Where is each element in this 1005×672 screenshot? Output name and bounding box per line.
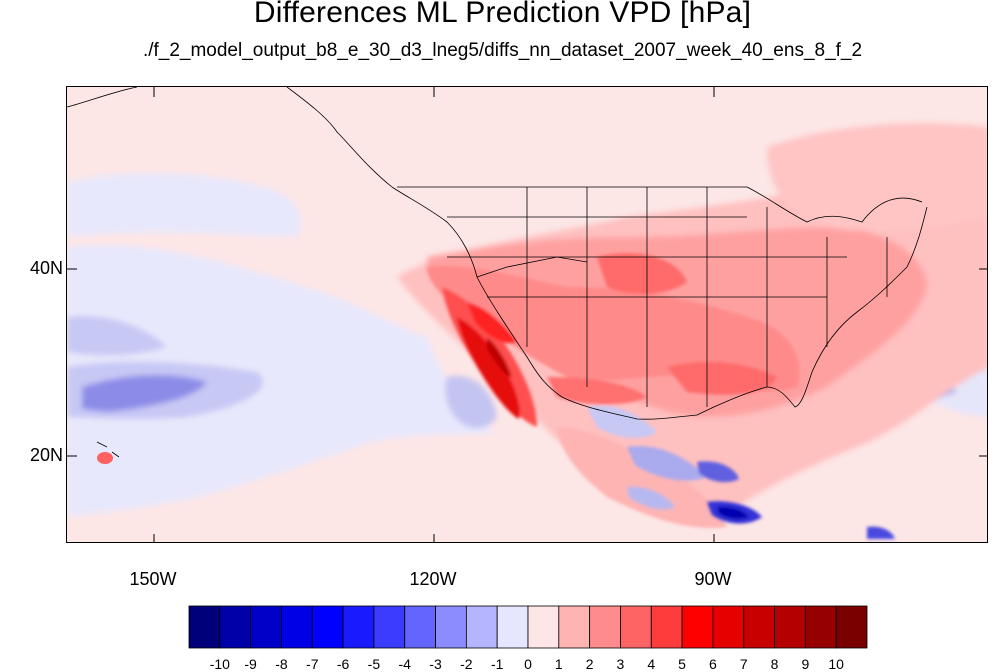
x-tick-label-120w: 120W [409, 569, 457, 589]
map-panel [66, 86, 988, 543]
colorbar-box [620, 605, 652, 649]
colorbar-box [681, 605, 714, 649]
central-america-negative-anomaly [587, 405, 895, 539]
figure-title: Differences ML Prediction VPD [hPa] [253, 0, 752, 29]
colorbar-tick-label: -2 [460, 656, 473, 672]
colorbar-box [311, 605, 344, 649]
colorbar-tick-label: 6 [709, 656, 717, 672]
colorbar-tick-label: 1 [554, 656, 563, 672]
coastlines-and-borders [67, 87, 928, 458]
colorbar-tick-label: 10 [828, 656, 844, 672]
colorbar-box [342, 605, 375, 649]
colorbar-tick-label: 8 [770, 656, 779, 672]
colorbar-box [712, 605, 745, 649]
colorbar-tick-label: -1 [490, 656, 504, 672]
colorbar-box [435, 605, 467, 649]
colorbar-box [281, 605, 313, 649]
colorbar-tick-label: -9 [244, 656, 257, 672]
colorbar-box [496, 605, 529, 649]
colorbar-box [650, 605, 683, 649]
colorbar-box [188, 605, 221, 649]
colorbar-box [373, 605, 406, 649]
colorbar-tick-label: 0 [524, 656, 532, 672]
colorbar-box [804, 605, 837, 649]
colorbar-box [743, 605, 775, 649]
colorbar-box [774, 605, 806, 649]
x-tick-label-150w: 150W [129, 569, 177, 589]
colorbar-tick-label: -8 [275, 656, 288, 672]
axis-ticks [67, 87, 987, 542]
colorbar-tick-label: 4 [647, 656, 656, 672]
figure-subtitle: ./f_2_model_output_b8_e_30_d3_lneg5/diff… [142, 40, 863, 61]
colorbar-tick-label: 7 [739, 656, 748, 672]
colorbar-tick-label: -3 [429, 656, 442, 672]
colorbar-box [404, 605, 436, 649]
colorbar-box [465, 605, 498, 649]
colorbar-box [835, 605, 868, 649]
colorbar-box [250, 605, 282, 649]
y-tick-label-20n: 20N [30, 445, 64, 465]
colorbar-tick-label: -7 [306, 656, 319, 672]
colorbar-box [558, 605, 591, 649]
colorbar-tick-label: -10 [209, 656, 230, 672]
colorbar-tick-label: 5 [678, 656, 686, 672]
colorbar-tick-label: 9 [801, 656, 810, 672]
colorbar-box [589, 605, 621, 649]
colorbar-tick-label: -4 [398, 656, 411, 672]
colorbar-box [219, 605, 252, 649]
x-tick-label-90w: 90W [694, 569, 732, 589]
y-tick-label-40n: 40N [30, 258, 64, 278]
colorbar-tick-label: -5 [367, 656, 381, 672]
colorbar-tick-label: 2 [585, 656, 594, 672]
colorbar-tick-label: -6 [336, 656, 350, 672]
vpd-difference-map [67, 87, 987, 542]
hawaii-anomaly [97, 452, 113, 464]
colorbar [188, 605, 868, 649]
colorbar-box [527, 605, 560, 649]
colorbar-tick-label: 3 [616, 656, 625, 672]
